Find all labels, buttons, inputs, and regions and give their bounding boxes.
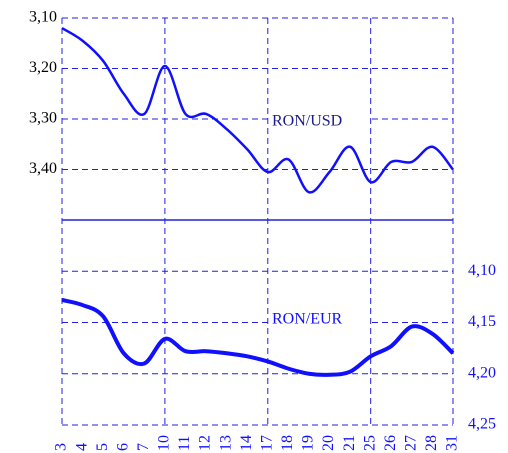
x-tick-label: 7 [135, 443, 152, 451]
y-tick-label: 4,20 [468, 364, 496, 381]
x-tick-label: 6 [114, 443, 131, 451]
x-tick-label: 10 [156, 435, 173, 451]
x-tick-label: 26 [382, 435, 399, 451]
x-tick-label: 13 [217, 435, 234, 451]
y-tick-label: 4,10 [468, 262, 496, 279]
x-tick-label: 28 [423, 435, 440, 451]
y-tick-label: 4,25 [468, 416, 496, 433]
x-tick-label: 11 [176, 436, 193, 451]
x-tick-label: 18 [279, 435, 296, 451]
series-line [61, 27, 454, 194]
x-tick-label: 5 [94, 443, 111, 451]
x-tick-label: 12 [197, 435, 214, 451]
x-tick-label: 4 [73, 443, 90, 451]
series-line [61, 298, 455, 377]
y-tick-label: 3,30 [29, 110, 57, 127]
x-tick-label: 3 [53, 443, 70, 451]
y-tick-label: 4,15 [468, 313, 496, 330]
series-label: RON/USD [272, 113, 342, 130]
y-tick-label: 3,20 [29, 59, 57, 76]
x-tick-label: 19 [300, 435, 317, 451]
y-tick-label: 3,10 [29, 9, 57, 26]
x-tick-label: 27 [403, 435, 420, 451]
x-tick-label: 14 [238, 435, 255, 451]
label-bg [270, 310, 368, 330]
series-label: RON/EUR [272, 311, 343, 328]
x-tick-label: 20 [320, 435, 337, 451]
x-tick-label: 25 [361, 435, 378, 451]
x-tick-label: 17 [258, 435, 275, 451]
label-bg [270, 112, 368, 132]
x-tick-label: 21 [341, 435, 358, 451]
x-tick-label: 31 [444, 435, 461, 451]
y-tick-label: 3,40 [29, 160, 57, 177]
